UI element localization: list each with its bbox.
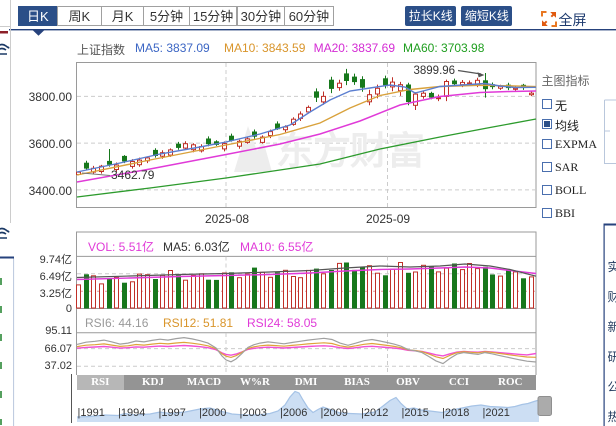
svg-text:东方财富: 东方财富 [276, 130, 424, 173]
